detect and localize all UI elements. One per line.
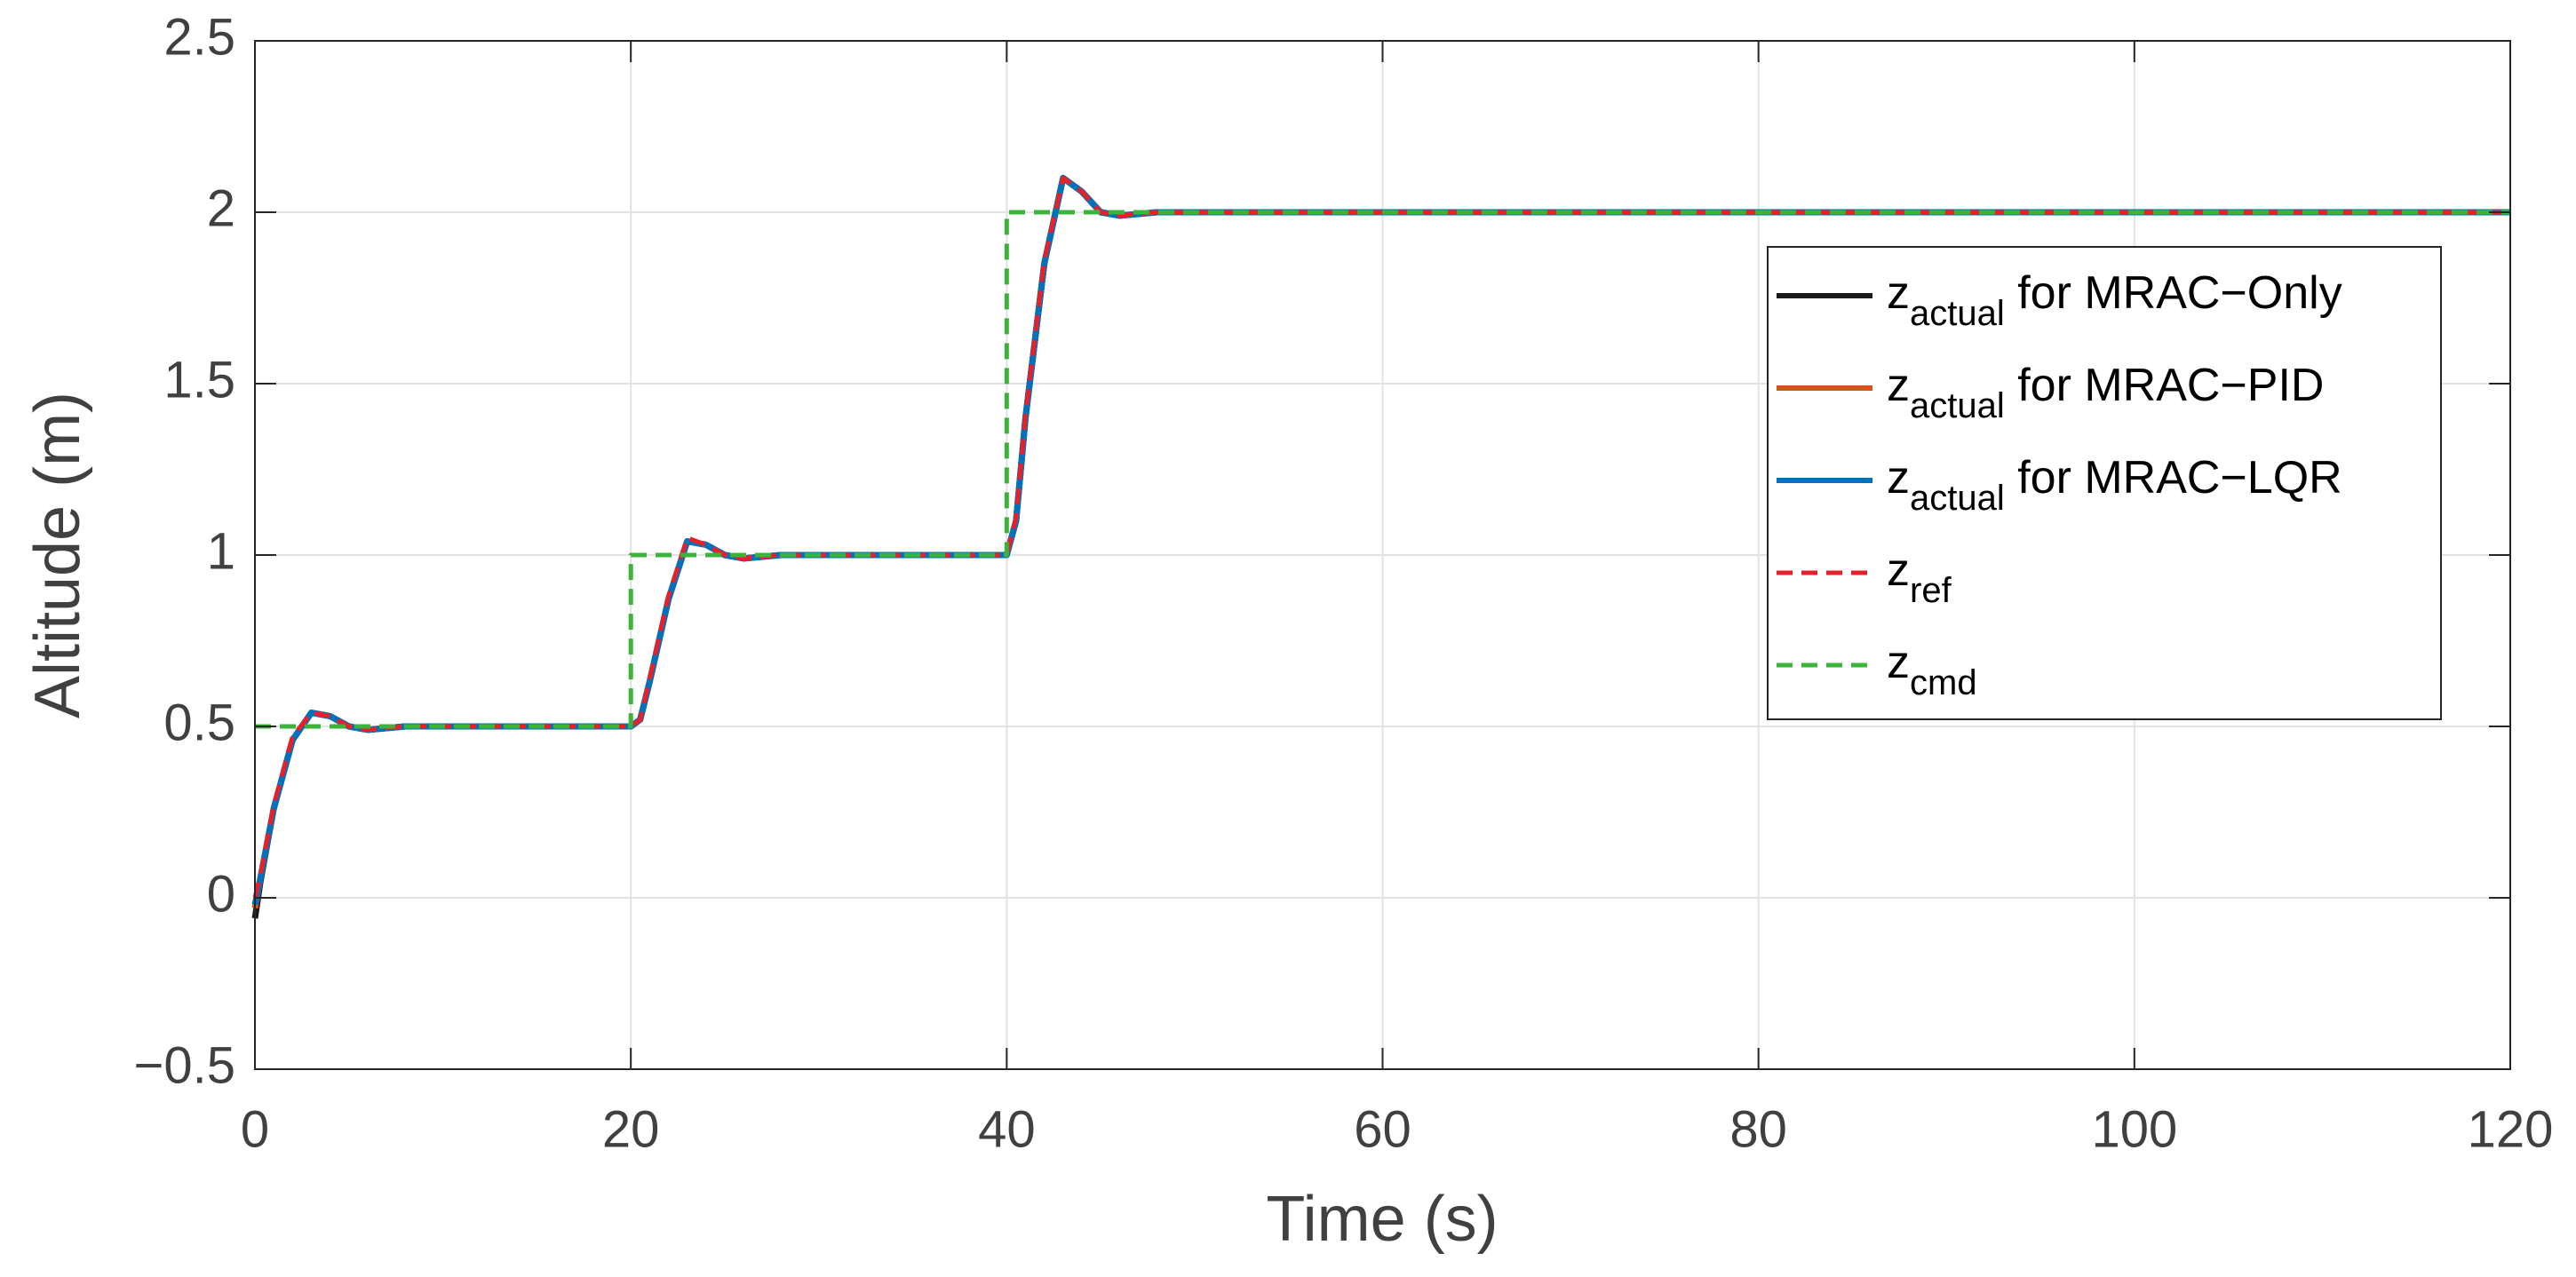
legend-subscript: actual — [1910, 479, 2005, 518]
legend-text-part: for MRAC−Only — [2005, 267, 2342, 319]
legend-subscript: cmd — [1910, 663, 1977, 702]
legend-text-part: z — [1887, 637, 1910, 688]
legend-text-part: for MRAC−PID — [2005, 360, 2325, 411]
y-axis-label: Altitude (m) — [22, 392, 93, 718]
x-tick-label: 20 — [602, 1100, 660, 1158]
legend-subscript: actual — [1910, 386, 2005, 425]
y-tick-label: 1 — [207, 522, 235, 580]
legend-label: zactual for MRAC−Only — [1887, 267, 2342, 333]
y-tick-label: 0 — [207, 865, 235, 923]
y-tick-label: 2.5 — [163, 8, 235, 66]
y-tick-label: 0.5 — [163, 694, 235, 751]
legend-label: zref — [1887, 544, 1952, 610]
x-tick-label: 60 — [1354, 1100, 1411, 1158]
legend-text-part: z — [1887, 267, 1910, 319]
legend-subscript: actual — [1910, 294, 2005, 333]
legend-label: zactual for MRAC−LQR — [1887, 452, 2342, 518]
x-axis-label: Time (s) — [1266, 1184, 1498, 1255]
legend-label: zcmd — [1887, 637, 1977, 702]
legend-text-part: z — [1887, 544, 1910, 596]
x-tick-label: 120 — [2468, 1100, 2554, 1158]
x-tick-label: 80 — [1729, 1100, 1787, 1158]
plot-lines — [251, 174, 2510, 919]
y-tick-label: −0.5 — [134, 1036, 236, 1094]
legend-text-part: z — [1887, 452, 1910, 504]
legend-subscript: ref — [1910, 571, 1952, 610]
series-line — [255, 210, 2510, 729]
y-tick-label: 1.5 — [163, 351, 235, 408]
x-tick-label: 100 — [2091, 1100, 2177, 1158]
y-tick-label: 2 — [207, 179, 235, 237]
legend-label: zactual for MRAC−PID — [1887, 360, 2324, 425]
ticks: 0 20 40 60 80 100 120−0.500.511.522.5 — [134, 8, 2554, 1158]
legend-box — [1767, 246, 2442, 720]
legend-text-part: for MRAC−LQR — [2005, 452, 2342, 504]
x-tick-label: 0 — [241, 1100, 269, 1158]
x-tick-label: 40 — [978, 1100, 1036, 1158]
legend-text-part: z — [1887, 360, 1910, 411]
